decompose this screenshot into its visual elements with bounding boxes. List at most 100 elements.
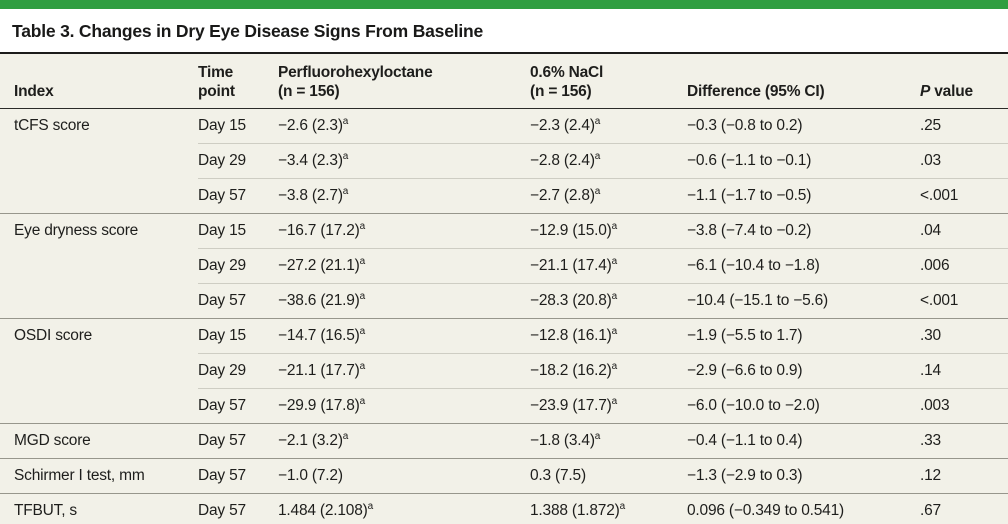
cell-time-point: Day 29 bbox=[198, 248, 278, 284]
cell-time-point: Day 29 bbox=[198, 353, 278, 389]
cell-nacl-value: −12.8 (16.1)a bbox=[530, 318, 687, 354]
header-pfho-line2: (n = 156) bbox=[278, 83, 340, 100]
footnote-marker: a bbox=[594, 150, 601, 162]
footnote-marker: a bbox=[359, 290, 366, 302]
table-header: Index Time point Perfluorohexyloctane (n… bbox=[0, 53, 1008, 109]
cell-time-point: Day 29 bbox=[198, 143, 278, 179]
footnote-marker: a bbox=[342, 185, 349, 197]
cell-index: tCFS score bbox=[14, 117, 90, 135]
header-p-rest: value bbox=[930, 83, 973, 100]
cell-difference: −0.3 (−0.8 to 0.2) bbox=[687, 117, 803, 134]
table-row: Day 57 −38.6 (21.9)a −28.3 (20.8)a −10.4 (−… bbox=[0, 283, 1008, 319]
cell-nacl-value: −23.9 (17.7)a bbox=[530, 388, 687, 424]
cell-time-point: Day 15 bbox=[198, 213, 278, 249]
cell-pfho-value: −14.7 (16.5)a bbox=[278, 318, 530, 354]
cell-index bbox=[0, 354, 198, 389]
table-row: Day 29 −27.2 (21.1)a −21.1 (17.4)a −6.1 (−1… bbox=[0, 248, 1008, 284]
footnote-marker: a bbox=[611, 325, 618, 337]
footnote-marker: a bbox=[342, 150, 349, 162]
table-body: tCFS score Day 15 −2.6 (2.3)a −2.3 (2.4)a −0… bbox=[0, 109, 1008, 524]
cell-time-point: Day 57 bbox=[198, 283, 278, 319]
cell-nacl-value: −12.9 (15.0)a bbox=[530, 213, 687, 249]
cell-index: OSDI score bbox=[0, 318, 198, 354]
cell-time-point: Day 57 bbox=[198, 178, 278, 214]
cell-nacl-value: −1.8 (3.4)a bbox=[530, 423, 687, 459]
cell-pfho-value: −3.4 (2.3)a bbox=[278, 143, 530, 179]
cell-nacl-value: −18.2 (16.2)a bbox=[530, 353, 687, 389]
cell-p-value: .30 bbox=[920, 318, 1008, 354]
cell-pfho-value: −1.0 (7.2) bbox=[278, 458, 530, 494]
cell-p-value: .04 bbox=[920, 213, 1008, 249]
cell-nacl-value: −28.3 (20.8)a bbox=[530, 283, 687, 319]
cell-p-value: .03 bbox=[920, 143, 1008, 179]
header-difference: Difference (95% CI) bbox=[687, 53, 920, 109]
cell-nacl-value: 0.3 (7.5) bbox=[530, 458, 687, 494]
cell-index: Eye dryness score bbox=[0, 213, 198, 249]
cell-pfho-value: −2.6 (2.3)a bbox=[278, 115, 349, 134]
header-nacl-line2: (n = 156) bbox=[530, 83, 592, 100]
header-p-italic: P bbox=[920, 83, 931, 100]
cell-nacl-value: −2.3 (2.4)a bbox=[530, 115, 601, 134]
cell-difference: −10.4 (−15.1 to −5.6) bbox=[687, 283, 920, 319]
cell-p-value: <.001 bbox=[920, 178, 1008, 214]
cell-pfho-value: 1.484 (2.108)a bbox=[278, 493, 530, 524]
cell-index: MGD score bbox=[0, 423, 198, 459]
cell-index bbox=[0, 249, 198, 284]
footnote-marker: a bbox=[359, 325, 366, 337]
table-accent-bar bbox=[0, 0, 1008, 9]
footnote-marker: a bbox=[611, 220, 618, 232]
header-time-point: Time point bbox=[198, 53, 278, 109]
header-row: Index Time point Perfluorohexyloctane (n… bbox=[0, 53, 1008, 109]
cell-nacl-value: −21.1 (17.4)a bbox=[530, 248, 687, 284]
cell-pfho-value: −29.9 (17.8)a bbox=[278, 388, 530, 424]
cell-pfho-value: −16.7 (17.2)a bbox=[278, 213, 530, 249]
table-row: Eye dryness score Day 15 −16.7 (17.2)a −12.… bbox=[0, 213, 1008, 249]
cell-difference: −1.1 (−1.7 to −0.5) bbox=[687, 178, 920, 214]
table-title-block: Table 3. Changes in Dry Eye Disease Sign… bbox=[0, 9, 1008, 52]
header-time-line1: Time bbox=[198, 64, 234, 81]
table-row: Day 29 −3.4 (2.3)a −2.8 (2.4)a −0.6 (−1.1 t… bbox=[0, 143, 1008, 179]
cell-p-value: .12 bbox=[920, 458, 1008, 494]
table-row: TFBUT, s Day 57 1.484 (2.108)a 1.388 (1.872… bbox=[0, 493, 1008, 524]
footnote-marker: a bbox=[342, 115, 349, 127]
cell-index: Schirmer I test, mm bbox=[0, 458, 198, 494]
footnote-marker: a bbox=[611, 290, 618, 302]
cell-p-value: .67 bbox=[920, 493, 1008, 524]
cell-difference: −2.9 (−6.6 to 0.9) bbox=[687, 353, 920, 389]
footnote-marker: a bbox=[594, 185, 601, 197]
header-nacl: 0.6% NaCl (n = 156) bbox=[530, 53, 687, 109]
cell-time-point: Day 57 bbox=[198, 423, 278, 459]
footnote-marker: a bbox=[594, 430, 601, 442]
cell-pfho-value: −3.8 (2.7)a bbox=[278, 178, 530, 214]
cell-difference: −6.1 (−10.4 to −1.8) bbox=[687, 248, 920, 284]
cell-nacl-value: 1.388 (1.872)a bbox=[530, 493, 687, 524]
header-index: Index bbox=[0, 53, 198, 109]
table-row: Day 57 −3.8 (2.7)a −2.7 (2.8)a −1.1 (−1.7 t… bbox=[0, 178, 1008, 214]
table-row: Schirmer I test, mm Day 57 −1.0 (7.2) 0.3 (… bbox=[0, 458, 1008, 494]
table-row: OSDI score Day 15 −14.7 (16.5)a −12.8 (16.1… bbox=[0, 318, 1008, 354]
header-difference-label: Difference (95% CI) bbox=[687, 83, 825, 100]
cell-time-point: Day 57 bbox=[198, 458, 278, 494]
table-row: MGD score Day 57 −2.1 (3.2)a −1.8 (3.4)a −0.… bbox=[0, 423, 1008, 459]
cell-time-point: Day 57 bbox=[198, 388, 278, 424]
footnote-marker: a bbox=[619, 500, 626, 512]
cell-time-point: Day 15 bbox=[198, 318, 278, 354]
cell-p-value: .003 bbox=[920, 388, 1008, 424]
footnote-marker: a bbox=[359, 220, 366, 232]
cell-p-value: .14 bbox=[920, 353, 1008, 389]
header-p-value: P value bbox=[920, 53, 1008, 109]
cell-p-value: .33 bbox=[920, 423, 1008, 459]
cell-index bbox=[0, 144, 198, 179]
cell-index bbox=[0, 179, 198, 214]
cell-p-value: <.001 bbox=[920, 283, 1008, 319]
footnote-marker: a bbox=[611, 255, 618, 267]
cell-index: TFBUT, s bbox=[0, 493, 198, 524]
header-nacl-line1: 0.6% NaCl bbox=[530, 64, 604, 81]
dry-eye-signs-table: Index Time point Perfluorohexyloctane (n… bbox=[0, 52, 1008, 524]
cell-pfho-value: −27.2 (21.1)a bbox=[278, 248, 530, 284]
cell-difference: 0.096 (−0.349 to 0.541) bbox=[687, 493, 920, 524]
table-row: Day 29 −21.1 (17.7)a −18.2 (16.2)a −2.9 (−6… bbox=[0, 353, 1008, 389]
footnote-marker: a bbox=[367, 500, 374, 512]
header-time-line2: point bbox=[198, 83, 235, 100]
